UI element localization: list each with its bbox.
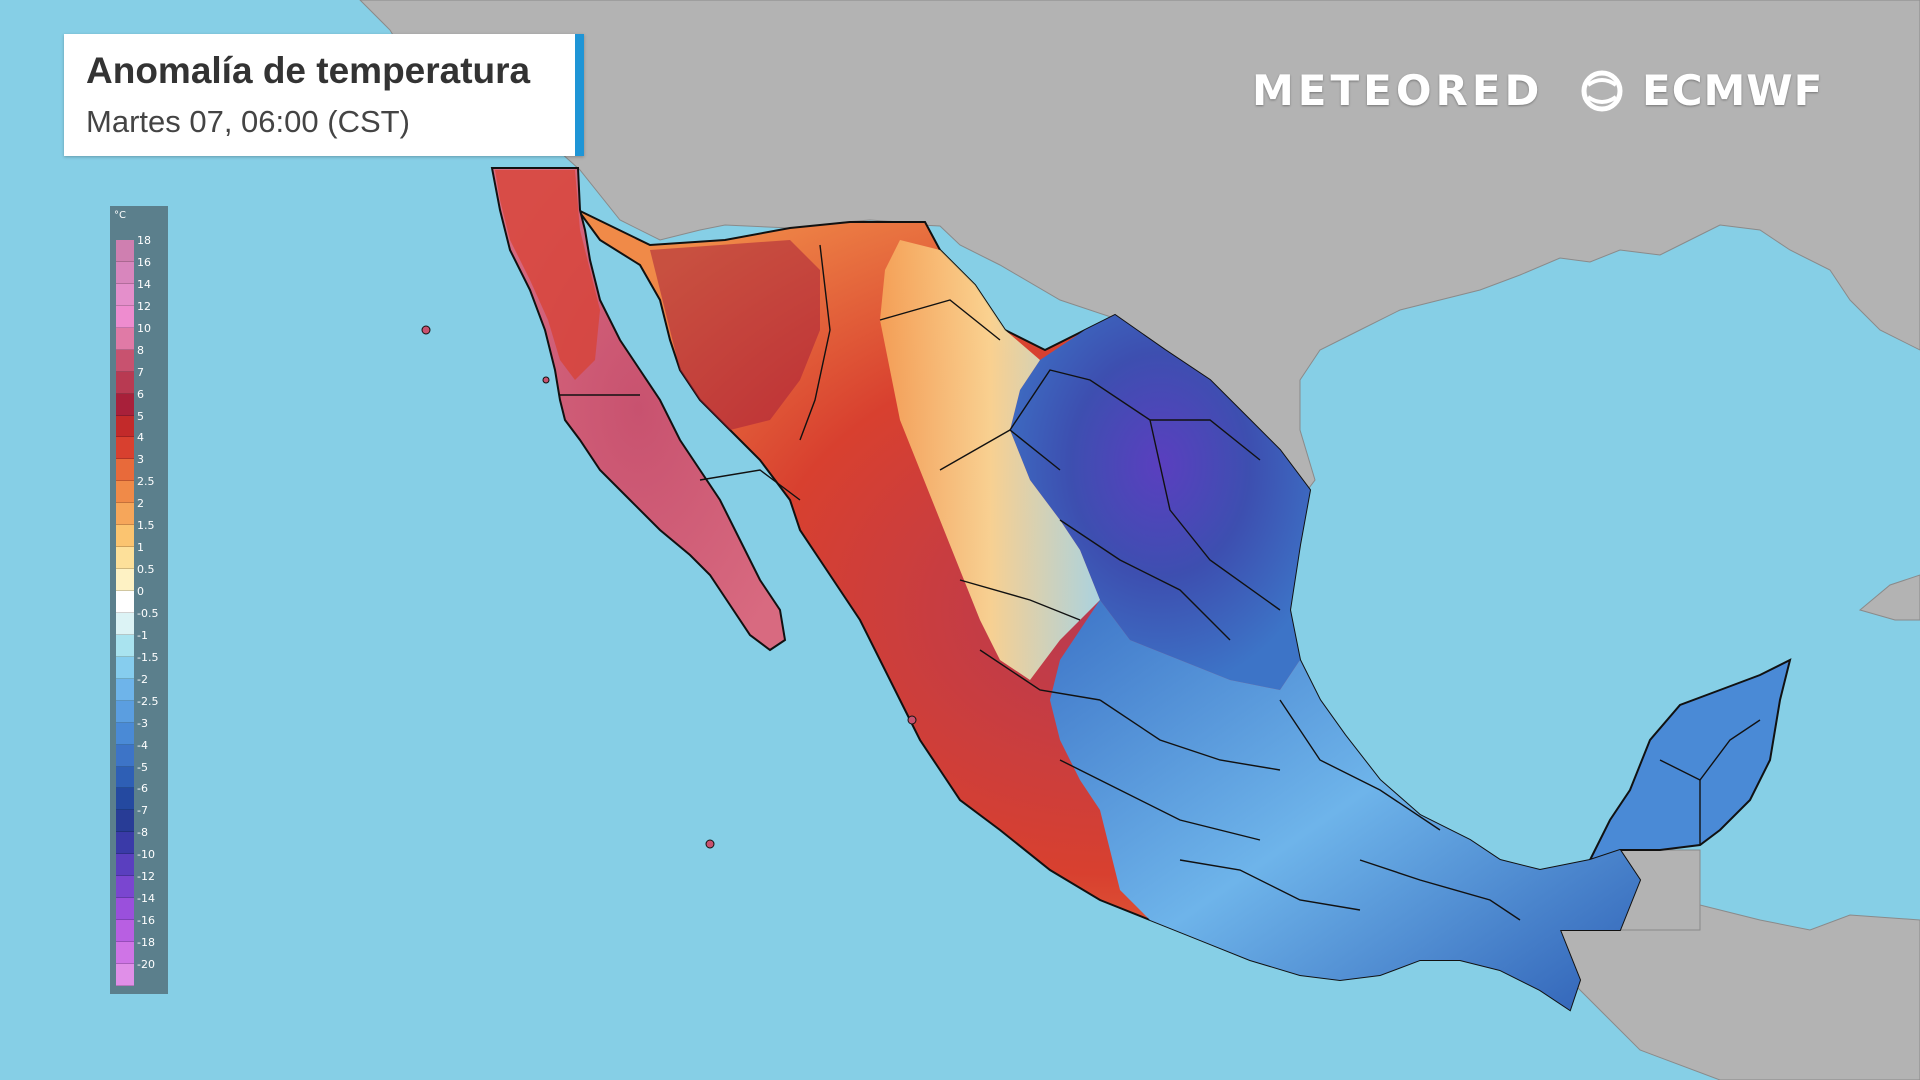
legend-label: 2 bbox=[137, 497, 144, 511]
legend-swatch bbox=[116, 415, 134, 438]
legend-swatch bbox=[116, 327, 134, 350]
ecmwf-logo: ECMWF bbox=[1580, 66, 1823, 115]
legend-swatch bbox=[116, 942, 134, 964]
legend-swatch bbox=[116, 920, 134, 942]
legend-label: -14 bbox=[137, 892, 155, 906]
legend-label: -8 bbox=[137, 826, 148, 840]
legend-label: -18 bbox=[137, 936, 155, 949]
island bbox=[705, 839, 715, 849]
legend-swatch bbox=[116, 547, 134, 570]
legend-label: 0.5 bbox=[137, 563, 155, 577]
legend-label: 1 bbox=[137, 541, 144, 555]
legend-label: 10 bbox=[137, 321, 151, 335]
legend-label: 3 bbox=[137, 453, 144, 467]
legend-label: 4 bbox=[137, 431, 144, 445]
anomaly-warm-baja-north bbox=[495, 170, 600, 380]
legend-swatch bbox=[116, 722, 134, 745]
legend-labels: 18 16 14 12 10 8 7 6 5 4 3 2.5 2 1.5 1 0.5 0 -0.5 -1 -1.5 -2… bbox=[137, 234, 167, 986]
legend-label: -0.5 bbox=[137, 606, 159, 620]
legend-label: 7 bbox=[137, 365, 144, 379]
legend-swatch bbox=[116, 437, 134, 460]
legend-swatch bbox=[116, 569, 134, 591]
legend-swatch bbox=[116, 876, 134, 899]
legend-swatch bbox=[116, 832, 134, 855]
island bbox=[907, 715, 917, 725]
legend-swatch bbox=[116, 371, 134, 394]
legend-swatch bbox=[116, 656, 134, 679]
legend-label: -6 bbox=[137, 782, 148, 796]
legend-label: 0 bbox=[137, 585, 144, 598]
legend-swatch bbox=[116, 854, 134, 877]
legend-swatch bbox=[116, 481, 134, 504]
legend-swatch bbox=[116, 393, 134, 416]
legend-label: 14 bbox=[137, 277, 151, 291]
legend-label: 2.5 bbox=[137, 475, 155, 489]
map-title: Anomalía de temperatura bbox=[86, 50, 531, 91]
color-legend: °C 18 16 14 12 10 8 7 6 5 4 3 2.5 2 1.5 1 0.5 0 -0.5 -1 -1.… bbox=[110, 206, 168, 994]
legend-label: 5 bbox=[137, 409, 144, 423]
legend-label: -10 bbox=[137, 848, 155, 862]
ecmwf-text: ECMWF bbox=[1642, 66, 1824, 115]
map-subtitle: Martes 07, 06:00 (CST) bbox=[86, 104, 410, 139]
anomaly-transition-band bbox=[880, 240, 1100, 680]
legend-swatch bbox=[116, 305, 134, 328]
title-accent-bar bbox=[575, 34, 584, 156]
legend-swatch bbox=[116, 678, 134, 701]
legend-color-bar bbox=[116, 240, 134, 986]
legend-swatch bbox=[116, 810, 134, 833]
legend-label: -2 bbox=[137, 672, 148, 686]
anomaly-warm-northwest bbox=[650, 240, 820, 430]
legend-swatch bbox=[116, 591, 134, 613]
legend-swatch bbox=[116, 612, 134, 635]
legend-label: 16 bbox=[137, 255, 151, 269]
legend-label: 18 bbox=[137, 234, 151, 247]
anomaly-cold-northeast bbox=[1010, 315, 1310, 690]
meteored-logo: METEORED bbox=[1252, 66, 1544, 115]
state-borders bbox=[560, 244, 1761, 921]
legend-label: -7 bbox=[137, 804, 148, 818]
legend-label: 1.5 bbox=[137, 519, 155, 533]
legend-label: 8 bbox=[137, 343, 144, 357]
legend-swatch bbox=[116, 349, 134, 372]
legend-swatch bbox=[116, 898, 134, 921]
legend-label: -20 bbox=[137, 957, 155, 971]
legend-label: -1.5 bbox=[137, 650, 159, 664]
legend-label: 6 bbox=[137, 387, 144, 401]
mexico-yucatan bbox=[1588, 658, 1792, 862]
legend-swatch bbox=[116, 788, 134, 811]
legend-swatch bbox=[116, 525, 134, 548]
legend-swatch bbox=[116, 283, 134, 306]
legend-label: 12 bbox=[137, 299, 151, 313]
legend-label: -1 bbox=[137, 628, 148, 642]
legend-label: -16 bbox=[137, 914, 155, 928]
title-panel: Anomalía de temperatura Martes 07, 06:00… bbox=[64, 34, 584, 156]
anomaly-cold-south bbox=[1050, 600, 1640, 1010]
island bbox=[421, 325, 431, 335]
legend-label: -2.5 bbox=[137, 694, 159, 708]
legend-swatch bbox=[116, 634, 134, 657]
legend-swatch bbox=[116, 700, 134, 723]
legend-swatch bbox=[116, 459, 134, 482]
legend-label: -5 bbox=[137, 760, 148, 774]
legend-swatch bbox=[116, 503, 134, 526]
legend-unit: °C bbox=[114, 210, 126, 221]
legend-swatch bbox=[116, 963, 134, 986]
legend-label: -4 bbox=[137, 738, 148, 752]
legend-label: -12 bbox=[137, 870, 155, 884]
island bbox=[542, 376, 550, 384]
legend-swatch bbox=[116, 744, 134, 767]
legend-label: -3 bbox=[137, 716, 148, 730]
legend-swatch bbox=[116, 766, 134, 789]
legend-swatch bbox=[116, 240, 134, 262]
land-cuba bbox=[1858, 574, 1920, 621]
legend-swatch bbox=[116, 261, 134, 284]
ecmwf-emblem-icon bbox=[1581, 70, 1623, 111]
